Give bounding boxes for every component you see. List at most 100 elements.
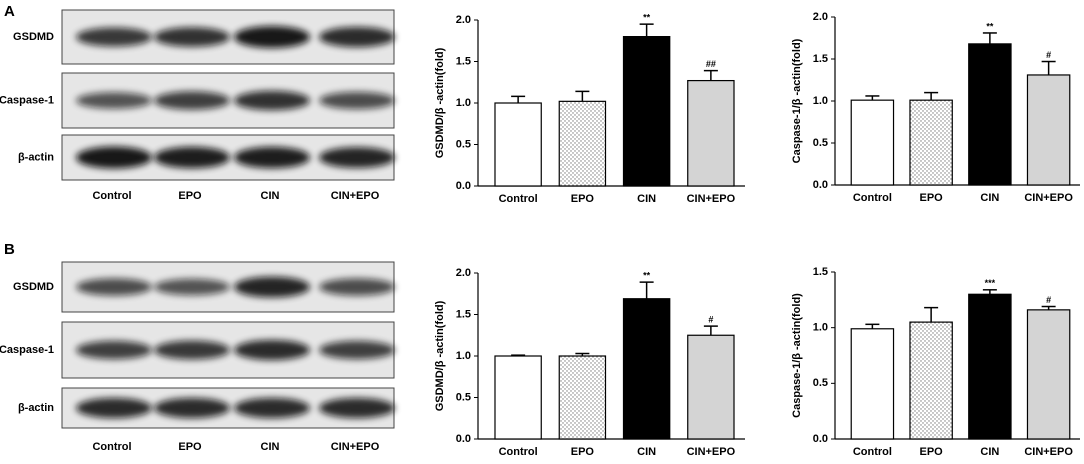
bar — [968, 43, 1012, 186]
significance-label: # — [708, 314, 713, 324]
bar — [494, 102, 542, 187]
bar — [1026, 309, 1071, 440]
x-tick-label: EPO — [571, 193, 595, 205]
blot-band — [76, 340, 152, 360]
significance-label: ** — [643, 13, 651, 23]
lane-label: Control — [92, 441, 131, 453]
x-tick-label: CIN — [980, 446, 999, 458]
blot-band — [319, 278, 395, 296]
x-tick-label: Control — [853, 446, 892, 458]
lane-label: CIN — [261, 190, 280, 202]
significance-label: # — [1046, 50, 1051, 60]
blot-band — [319, 397, 395, 419]
bar — [1026, 74, 1071, 186]
y-tick-label: 1.0 — [813, 322, 828, 334]
y-tick-label: 0.0 — [813, 179, 828, 191]
bar — [687, 334, 735, 440]
significance-label: ** — [986, 21, 994, 31]
x-tick-label: Control — [499, 193, 538, 205]
blot-band — [154, 340, 230, 360]
lane-label: EPO — [178, 190, 202, 202]
blot-band — [154, 146, 230, 169]
significance-label: # — [1046, 295, 1051, 305]
blot-band — [319, 91, 395, 110]
x-tick-label: Control — [499, 446, 538, 458]
y-tick-label: 1.5 — [813, 266, 828, 278]
y-tick-label: 2.0 — [813, 11, 828, 23]
blot-band — [76, 397, 152, 419]
y-tick-label: 1.5 — [456, 308, 471, 320]
blot-band — [234, 26, 310, 48]
blot-row-label: Caspase-1 — [0, 94, 54, 106]
bar — [622, 35, 671, 187]
blot-band — [76, 27, 152, 47]
panel-label: B — [4, 241, 15, 258]
bar — [622, 298, 671, 440]
panel-label: A — [4, 3, 15, 20]
y-tick-label: 0.5 — [813, 137, 828, 149]
y-tick-label: 1.5 — [813, 53, 828, 65]
y-axis-label: Caspase-1/β -actin(fold) — [791, 38, 803, 163]
y-tick-label: 0.5 — [813, 377, 828, 389]
lane-label: Control — [92, 190, 131, 202]
blot-band — [319, 147, 395, 168]
blot-row-label: Caspase-1 — [0, 344, 54, 356]
bar — [850, 328, 895, 440]
blot-band — [234, 339, 310, 361]
blot-band — [76, 92, 152, 109]
x-tick-label: CIN+EPO — [1024, 446, 1073, 458]
bar — [494, 355, 542, 440]
blot-band — [154, 397, 230, 419]
lane-label: CIN+EPO — [331, 190, 380, 202]
y-tick-label: 0.0 — [456, 180, 471, 192]
x-tick-label: CIN+EPO — [687, 193, 736, 205]
y-tick-label: 0.0 — [456, 433, 471, 445]
y-tick-label: 1.0 — [456, 97, 471, 109]
blot-row-label: β-actin — [18, 151, 54, 163]
bar — [909, 321, 953, 440]
y-tick-label: 0.5 — [456, 138, 471, 150]
lane-label: CIN — [261, 441, 280, 453]
bar — [850, 99, 895, 186]
blot-band — [234, 397, 310, 419]
blot-band — [234, 146, 310, 169]
y-tick-label: 1.0 — [813, 95, 828, 107]
x-tick-label: CIN — [637, 446, 656, 458]
blot-row-label: β-actin — [18, 402, 54, 414]
y-tick-label: 1.0 — [456, 350, 471, 362]
x-tick-label: EPO — [920, 192, 944, 204]
blot-band — [234, 276, 310, 298]
blot-band — [76, 146, 152, 169]
blot-band — [154, 278, 230, 296]
blot-band — [319, 340, 395, 360]
blot-band — [154, 27, 230, 47]
lane-label: CIN+EPO — [331, 441, 380, 453]
blot-band — [154, 91, 230, 110]
significance-label: ** — [643, 271, 651, 281]
y-tick-label: 0.0 — [813, 433, 828, 445]
blot-row-label: GSDMD — [13, 31, 54, 43]
bar — [909, 99, 953, 186]
bar — [687, 79, 735, 187]
x-tick-label: CIN — [980, 192, 999, 204]
significance-label: ## — [706, 59, 716, 69]
x-tick-label: EPO — [920, 446, 944, 458]
blot-band — [319, 26, 395, 48]
bar — [558, 100, 607, 187]
x-tick-label: CIN — [637, 193, 656, 205]
y-tick-label: 2.0 — [456, 267, 471, 279]
lane-label: EPO — [178, 441, 202, 453]
y-tick-label: 1.5 — [456, 55, 471, 67]
bar — [558, 355, 607, 440]
y-tick-label: 2.0 — [456, 14, 471, 26]
bar — [968, 293, 1012, 440]
y-axis-label: GSDMD/β -actin(fold) — [434, 47, 446, 158]
y-axis-label: GSDMD/β -actin(fold) — [434, 300, 446, 411]
x-tick-label: Control — [853, 192, 892, 204]
x-tick-label: EPO — [571, 446, 595, 458]
blot-row-label: GSDMD — [13, 281, 54, 293]
x-tick-label: CIN+EPO — [687, 446, 736, 458]
blot-band — [76, 278, 152, 296]
y-tick-label: 0.5 — [456, 391, 471, 403]
